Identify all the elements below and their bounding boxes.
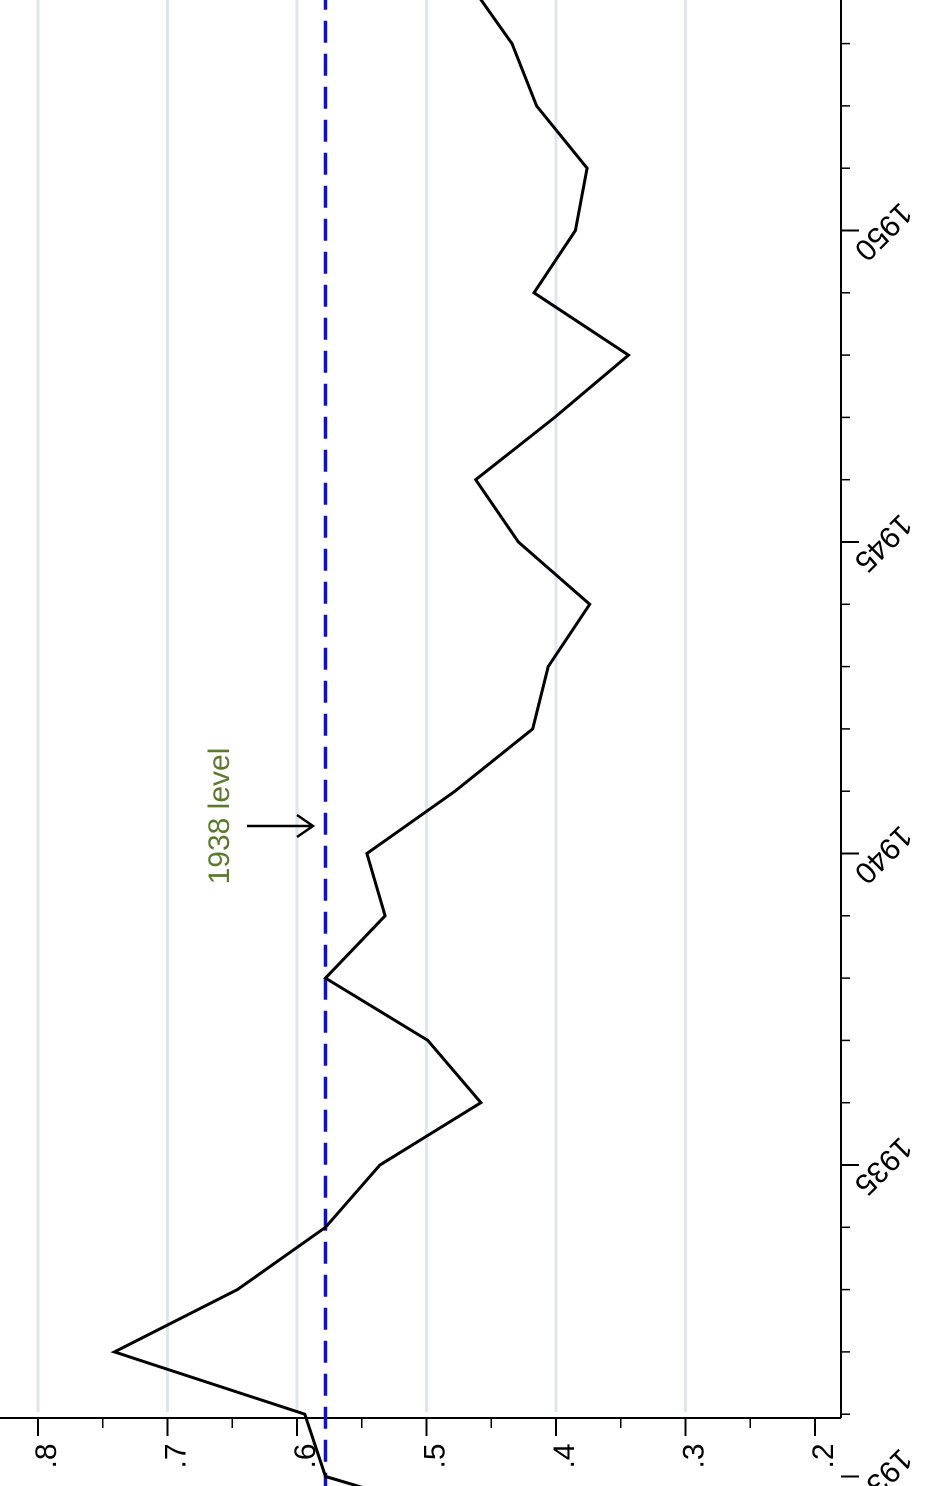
y-tick-label: .8 (30, 1443, 63, 1468)
y-tick-label: .4 (548, 1443, 581, 1468)
y-tick-label: .7 (159, 1443, 192, 1468)
y-tick-label: .2 (807, 1443, 840, 1468)
x-tick-label: 1945 (848, 508, 919, 579)
axes (0, 0, 842, 1419)
x-tick-label: 1950 (848, 196, 919, 267)
annotation-arrow-head (296, 813, 316, 839)
x-tick-label: 1940 (848, 819, 919, 890)
series-line (110, 0, 632, 1486)
x-tick-label: 1930 (848, 1442, 919, 1486)
annotation-group: 1938 level (203, 748, 316, 885)
y-tick-label: .3 (677, 1443, 710, 1468)
y-axis-ticks: .2.3.4.5.6.7.8 (30, 1418, 840, 1469)
x-axis-ticks: 1930193519401945195019551960196519701975… (841, 42, 919, 1486)
x-tick-label: 1935 (848, 1131, 919, 1202)
series-group (110, 0, 632, 1486)
gridlines (36, 0, 687, 1412)
annotation-label: 1938 level (203, 748, 236, 885)
y-tick-label: .5 (418, 1443, 451, 1468)
